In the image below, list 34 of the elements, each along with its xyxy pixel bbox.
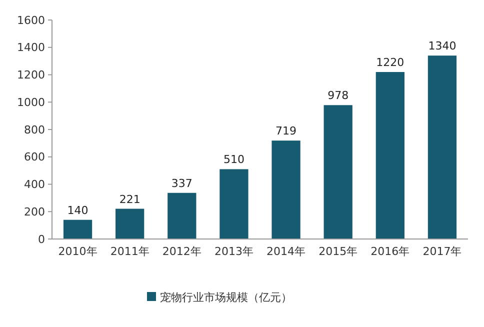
- data-label: 1220: [376, 56, 404, 70]
- data-label: 221: [119, 192, 140, 206]
- y-tick-label: 1400: [17, 41, 45, 54]
- data-label: 510: [223, 153, 244, 166]
- y-tick-label: 200: [24, 205, 45, 218]
- x-tick-label: 2010年: [58, 245, 98, 258]
- x-tick-label: 2011年: [110, 245, 150, 258]
- legend-label: 宠物行业市场规模（亿元）: [160, 290, 292, 304]
- data-label: 140: [67, 204, 88, 217]
- x-tick-label: 2015年: [318, 245, 358, 258]
- y-tick-label: 400: [24, 178, 45, 192]
- y-tick-label: 1600: [17, 14, 45, 27]
- x-tick-label: 2017年: [422, 245, 462, 258]
- data-label: 1340: [428, 40, 456, 53]
- y-tick-label: 1000: [17, 96, 45, 109]
- bar: [376, 72, 404, 239]
- x-tick-label: 2014年: [266, 245, 306, 258]
- bar: [168, 192, 196, 239]
- data-label: 978: [328, 89, 349, 102]
- bar: [116, 208, 144, 239]
- y-tick-label: 1200: [17, 68, 45, 82]
- bar: [324, 105, 352, 239]
- x-tick-label: 2013年: [214, 245, 254, 258]
- bar: [272, 140, 300, 239]
- y-tick-label: 800: [24, 123, 45, 136]
- y-tick-label: 600: [24, 150, 45, 164]
- bar: [220, 169, 248, 239]
- data-label: 719: [276, 124, 297, 138]
- bar: [63, 220, 92, 239]
- x-tick-label: 2012年: [162, 245, 202, 258]
- bar: [428, 56, 457, 239]
- data-label: 337: [171, 176, 192, 190]
- y-tick-label: 0: [38, 232, 45, 246]
- x-tick-label: 2016年: [370, 245, 410, 258]
